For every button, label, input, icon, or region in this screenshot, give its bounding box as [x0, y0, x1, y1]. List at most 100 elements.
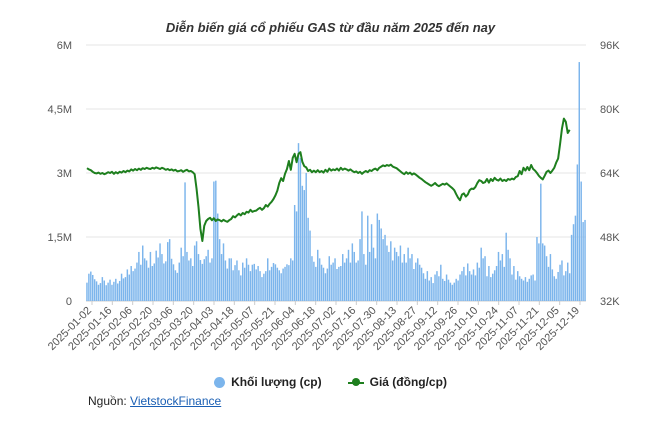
volume-bar [270, 266, 273, 301]
volume-bar [418, 264, 421, 301]
volume-bar [526, 281, 529, 301]
legend-item-volume[interactable]: Khối lượng (cp) [214, 375, 322, 389]
volume-bar [440, 264, 442, 301]
volume-bar [261, 277, 263, 301]
volume-bar [147, 267, 150, 301]
left-tick-label: 4,5M [48, 104, 72, 116]
volume-bar [480, 247, 482, 301]
source-label: Nguồn: [88, 394, 127, 408]
volume-bar [549, 254, 552, 301]
volume-bar [88, 273, 90, 301]
volume-bar [497, 251, 500, 301]
x-axis-ticks: 2025-01-022025-01-162025-02-062025-02-20… [46, 301, 582, 353]
volume-bar [470, 274, 473, 301]
volume-bar [467, 263, 469, 301]
volume-bar [559, 264, 561, 301]
volume-bar [490, 277, 492, 301]
volume-bar [542, 243, 544, 301]
volume-bar [253, 263, 255, 301]
volume-bar [388, 251, 390, 301]
volume-bar [424, 278, 427, 301]
volume-bar [367, 215, 369, 301]
volume-bar [476, 262, 479, 301]
volume-bar [347, 249, 350, 301]
volume-bar [499, 260, 502, 301]
volume-bar [570, 234, 573, 301]
volume-bar [236, 260, 238, 301]
price-swatch [347, 377, 364, 388]
volume-bar [461, 271, 463, 301]
volume-bar [428, 280, 430, 301]
volume-bar [107, 282, 109, 301]
volume-bar [224, 260, 227, 301]
volume-bar [522, 280, 525, 301]
volume-bar [393, 247, 396, 301]
volume-bar [520, 278, 523, 301]
price-line [86, 117, 571, 242]
volume-bar [459, 274, 461, 301]
volume-bar [493, 270, 496, 301]
volume-bar [340, 266, 342, 301]
volume-bar [426, 271, 429, 301]
volume-bar [92, 274, 94, 301]
volume-bar [417, 258, 419, 301]
volume-bar [563, 275, 565, 301]
volume-bar [257, 266, 259, 301]
volume-bar [238, 270, 240, 301]
volume-bar [251, 264, 254, 301]
volume-bar [168, 239, 171, 301]
volume-bar [190, 258, 192, 301]
volume-bar [351, 243, 354, 301]
volume-bar [334, 258, 336, 301]
volume-bar [240, 275, 242, 301]
volume-bar [415, 262, 417, 301]
volume-bar [455, 278, 457, 301]
volume-bar [572, 224, 575, 301]
volume-bar [574, 215, 577, 301]
volume-bar [255, 269, 257, 301]
volume-bar [274, 264, 277, 301]
volume-bar [584, 219, 586, 301]
volume-bar [495, 266, 498, 301]
volume-bar [295, 211, 298, 301]
volume-bar [368, 251, 371, 301]
volume-bar [307, 217, 309, 301]
volume-bar [230, 258, 232, 301]
volume-bar [342, 254, 344, 301]
volume-bar [113, 281, 115, 301]
source-link[interactable]: VietstockFinance [130, 394, 222, 408]
volume-bar [557, 271, 559, 301]
volume-bar [551, 269, 554, 301]
volume-bar [218, 239, 221, 301]
volume-bar [99, 283, 102, 301]
legend-item-price[interactable]: Giá (đồng/cp) [347, 375, 447, 389]
volume-bar [568, 273, 571, 301]
volume-bar [157, 257, 159, 301]
volume-bar [318, 258, 321, 301]
volume-bar [445, 274, 448, 301]
volume-bar [434, 274, 436, 301]
volume-bar [363, 254, 365, 301]
volume-bar [372, 247, 375, 301]
volume-bar [336, 269, 338, 301]
volume-bar [555, 278, 557, 301]
volume-bar [132, 271, 134, 301]
volume-bar [509, 258, 511, 301]
volume-bar [332, 262, 334, 301]
volume-bar [384, 234, 386, 301]
volume-bars [86, 62, 586, 301]
volume-bar [305, 173, 307, 301]
volume-bar [197, 254, 200, 301]
volume-bar [401, 262, 404, 301]
volume-bar [103, 280, 105, 301]
volume-bar [172, 264, 175, 301]
volume-bar [176, 272, 179, 301]
volume-bar [432, 283, 434, 301]
grid-lines [86, 44, 586, 302]
volume-bar [284, 266, 286, 301]
volume-bar [161, 254, 163, 301]
left-axis-ticks: 0 1,5M 3M 4,5M 6M [48, 40, 72, 308]
volume-bar [492, 273, 494, 301]
volume-bar [482, 258, 484, 301]
